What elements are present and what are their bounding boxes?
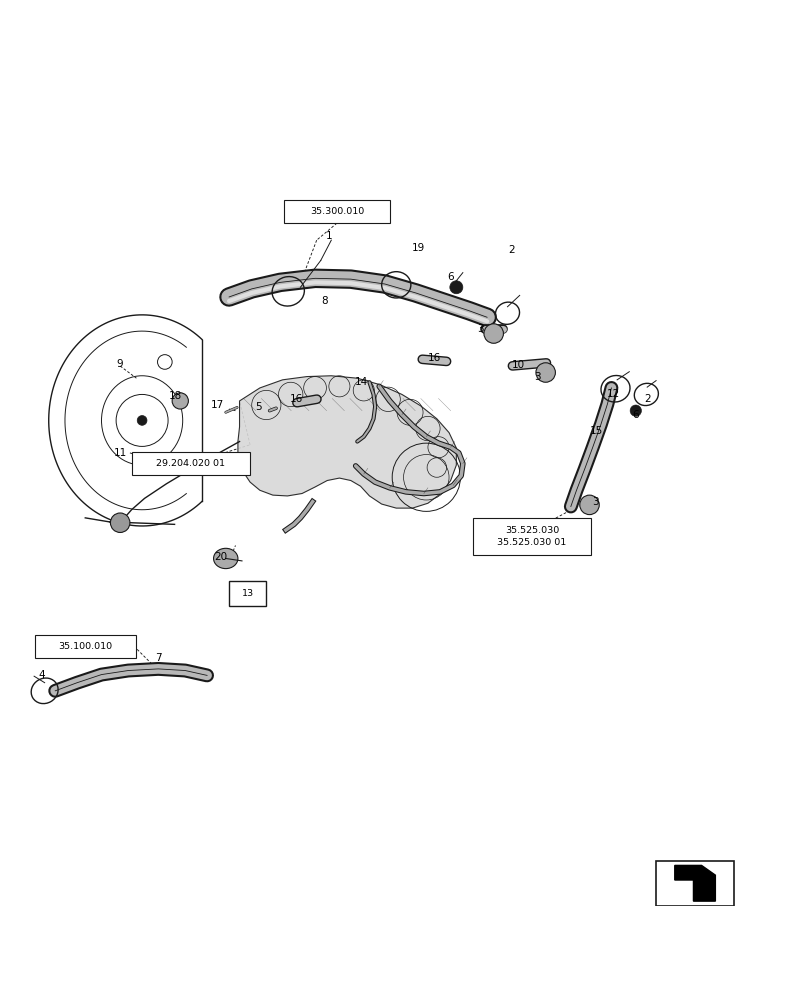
Text: 1: 1: [325, 231, 332, 241]
Polygon shape: [674, 865, 714, 901]
Text: 13: 13: [242, 589, 253, 598]
Text: 2: 2: [644, 393, 650, 403]
Ellipse shape: [213, 548, 238, 569]
Text: 6: 6: [447, 272, 453, 282]
Circle shape: [483, 324, 503, 343]
Text: 20: 20: [214, 552, 227, 562]
Text: 14: 14: [354, 377, 367, 387]
Text: 9: 9: [117, 359, 123, 369]
Text: 3: 3: [591, 497, 598, 507]
Text: 10: 10: [511, 360, 524, 370]
Text: 12: 12: [606, 389, 619, 399]
Text: 3: 3: [477, 324, 483, 334]
Text: 7: 7: [155, 653, 161, 663]
Text: 35.100.010: 35.100.010: [58, 642, 112, 651]
Text: 6: 6: [632, 410, 638, 420]
Circle shape: [449, 281, 462, 294]
Circle shape: [110, 513, 130, 532]
Text: 15: 15: [590, 426, 603, 436]
FancyBboxPatch shape: [284, 200, 389, 223]
Text: 18: 18: [169, 391, 182, 401]
Text: 4: 4: [39, 670, 45, 680]
Text: 16: 16: [290, 393, 303, 403]
FancyBboxPatch shape: [34, 635, 135, 658]
Bar: [229, 581, 265, 606]
Text: 35.525.030
35.525.030 01: 35.525.030 35.525.030 01: [496, 526, 566, 547]
Circle shape: [579, 495, 599, 515]
Circle shape: [535, 363, 555, 382]
FancyBboxPatch shape: [131, 452, 249, 475]
Text: 8: 8: [321, 296, 328, 306]
Bar: [655, 861, 733, 906]
Text: 29.204.020 01: 29.204.020 01: [157, 459, 225, 468]
Text: 3: 3: [534, 372, 540, 382]
Text: 5: 5: [255, 402, 261, 412]
Text: 11: 11: [114, 448, 127, 458]
FancyBboxPatch shape: [472, 518, 590, 555]
Circle shape: [629, 405, 641, 416]
Text: 16: 16: [427, 353, 440, 363]
Circle shape: [172, 393, 188, 409]
Polygon shape: [238, 376, 456, 508]
Text: 17: 17: [211, 400, 224, 410]
Text: 19: 19: [411, 243, 424, 253]
Circle shape: [137, 416, 147, 425]
Text: 35.300.010: 35.300.010: [310, 207, 363, 216]
Text: 2: 2: [508, 245, 514, 255]
